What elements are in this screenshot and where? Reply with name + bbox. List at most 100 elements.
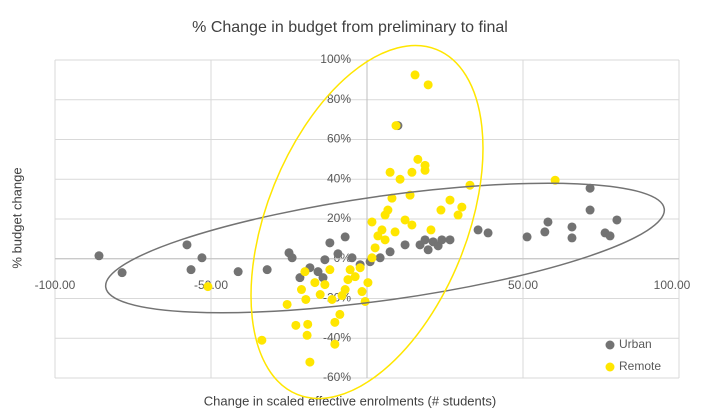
point: [605, 231, 615, 241]
point: [473, 225, 483, 235]
point: [186, 265, 196, 275]
point: [303, 319, 313, 329]
x-axis-title: Change in scaled effective enrolments (#…: [204, 393, 496, 408]
point: [377, 225, 387, 235]
point: [387, 193, 397, 203]
x-tick-label: -100.00: [35, 278, 76, 292]
y-tick-label: 20%: [327, 211, 351, 225]
y-tick-label: 40%: [327, 171, 351, 185]
point: [612, 215, 622, 225]
y-tick-label: 100%: [320, 52, 351, 66]
point: [325, 265, 335, 275]
point: [318, 273, 328, 283]
point: [522, 232, 532, 242]
point: [423, 245, 433, 255]
point: [320, 280, 330, 290]
point: [437, 235, 447, 245]
chart-title: % Change in budget from preliminary to f…: [192, 19, 508, 36]
point: [420, 165, 430, 175]
points: [94, 70, 622, 367]
point: [94, 251, 104, 261]
point: [302, 330, 312, 340]
point: [347, 253, 357, 263]
y-tick-label: 60%: [327, 132, 351, 146]
point: [335, 309, 345, 319]
point: [436, 205, 446, 215]
point: [370, 243, 380, 253]
y-tick-label: -60%: [323, 370, 351, 384]
point: [400, 240, 410, 250]
point: [395, 174, 405, 184]
urban-ellipse: [104, 182, 666, 314]
point: [543, 217, 553, 227]
point: [287, 253, 297, 263]
point: [282, 299, 292, 309]
point: [300, 267, 310, 277]
point: [340, 285, 350, 295]
y-tick-label: -40%: [323, 330, 351, 344]
point: [301, 294, 311, 304]
point: [567, 222, 577, 232]
point: [327, 294, 337, 304]
point: [182, 240, 192, 250]
point: [295, 273, 305, 283]
point: [315, 290, 325, 300]
point: [117, 268, 127, 278]
point: [465, 180, 475, 190]
point: [585, 205, 595, 215]
point: [355, 263, 365, 273]
point: [262, 265, 272, 275]
point: [407, 220, 417, 230]
legend-label: Urban: [619, 337, 652, 351]
point: [296, 285, 306, 295]
point: [305, 357, 315, 367]
point: [445, 235, 455, 245]
point: [203, 282, 213, 292]
point: [426, 225, 436, 235]
point: [350, 272, 360, 282]
point: [420, 235, 430, 245]
point: [385, 247, 395, 257]
point: [383, 205, 393, 215]
point: [567, 233, 577, 243]
y-tick-label: 80%: [327, 92, 351, 106]
point: [330, 339, 340, 349]
point: [453, 210, 463, 220]
point: [410, 70, 420, 80]
point: [457, 202, 467, 212]
point: [423, 80, 433, 90]
point: [197, 253, 207, 263]
point: [413, 154, 423, 164]
point: [257, 335, 267, 345]
legend: Urban Remote: [605, 337, 661, 373]
point: [390, 227, 400, 237]
point: [320, 255, 330, 265]
point: [360, 296, 370, 306]
point: [585, 183, 595, 193]
x-tick-label: 100.00: [654, 278, 691, 292]
point: [380, 235, 390, 245]
point: [233, 267, 243, 277]
point: [357, 287, 367, 297]
point: [330, 317, 340, 327]
legend-marker: [605, 340, 615, 350]
x-tick-label: 50.00: [508, 278, 538, 292]
point: [333, 249, 343, 259]
y-axis-title: % budget change: [9, 167, 24, 268]
legend-label: Remote: [619, 359, 661, 373]
point: [310, 278, 320, 288]
point: [483, 228, 493, 238]
point: [391, 121, 401, 131]
point: [291, 320, 301, 330]
point: [407, 167, 417, 177]
point: [363, 278, 373, 288]
point: [325, 238, 335, 248]
point: [343, 275, 353, 285]
point: [385, 167, 395, 177]
point: [367, 253, 377, 263]
point: [540, 227, 550, 237]
point: [445, 195, 455, 205]
annotations: [104, 44, 666, 400]
